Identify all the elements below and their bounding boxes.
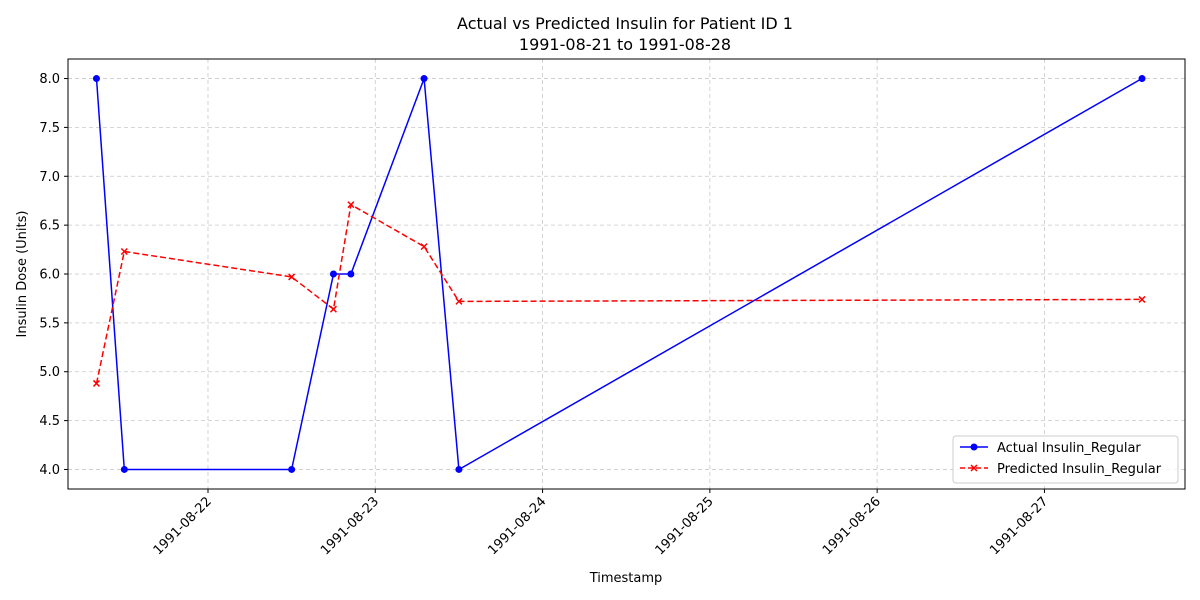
actual-data-point [1138, 75, 1146, 83]
predicted-data-point [347, 201, 355, 209]
legend: Actual Insulin_Regular Predicted Insulin… [952, 435, 1179, 484]
x-tick-label: 1991-08-24 [485, 494, 549, 558]
predicted-data-point [92, 379, 100, 387]
x-tick-label: 1991-08-23 [318, 494, 382, 558]
actual-data-point [120, 465, 128, 473]
y-tick-label: 7.5 [39, 121, 60, 136]
grid [68, 59, 1185, 489]
predicted-data-point [420, 243, 428, 251]
predicted-data-point [455, 297, 463, 305]
y-axis: 4.0 4.5 5.0 5.5 6.0 6.5 7.0 7.5 8.0 [39, 72, 68, 478]
x-tick-label: 1991-08-25 [653, 494, 717, 558]
actual-data-point [288, 465, 296, 473]
y-tick-label: 7.0 [39, 170, 60, 185]
x-tick-label: 1991-08-22 [151, 494, 215, 558]
legend-label-predicted: Predicted Insulin_Regular [997, 462, 1162, 477]
chart-subtitle: 1991-08-21 to 1991-08-28 [519, 35, 731, 54]
predicted-data-point [1138, 295, 1146, 303]
actual-data-point [329, 270, 337, 278]
y-axis-label: Insulin Dose (Units) [15, 211, 30, 338]
x-axis-label: Timestamp [589, 571, 663, 586]
series-layer [92, 75, 1146, 473]
legend-marker-predicted [970, 464, 978, 472]
plot-frame [67, 58, 1186, 490]
series-line-actual [95, 77, 1143, 471]
predicted-data-point [288, 273, 296, 281]
x-tick-label: 1991-08-27 [987, 494, 1051, 558]
y-tick-label: 5.5 [39, 316, 60, 331]
actual-data-point [347, 270, 355, 278]
legend-marker-actual [970, 443, 978, 451]
y-tick-label: 5.0 [39, 365, 60, 380]
x-axis: 1991-08-22 1991-08-23 1991-08-24 1991-08-25… [151, 489, 1051, 558]
predicted-data-point [120, 247, 128, 256]
actual-data-point [420, 75, 428, 83]
legend-label-actual: Actual Insulin_Regular [997, 441, 1141, 456]
y-tick-label: 6.0 [39, 268, 60, 283]
y-tick-label: 4.5 [39, 414, 60, 429]
predicted-data-point [329, 305, 337, 313]
x-tick-label: 1991-08-26 [820, 494, 884, 558]
actual-data-point [455, 465, 463, 473]
chart-title: Actual vs Predicted Insulin for Patient … [457, 14, 793, 33]
y-tick-label: 4.0 [39, 463, 60, 478]
y-tick-label: 6.5 [39, 219, 60, 234]
y-tick-label: 8.0 [39, 72, 60, 87]
legend-box [952, 435, 1179, 484]
actual-data-point [92, 75, 100, 83]
series-line-predicted [95, 203, 1143, 384]
